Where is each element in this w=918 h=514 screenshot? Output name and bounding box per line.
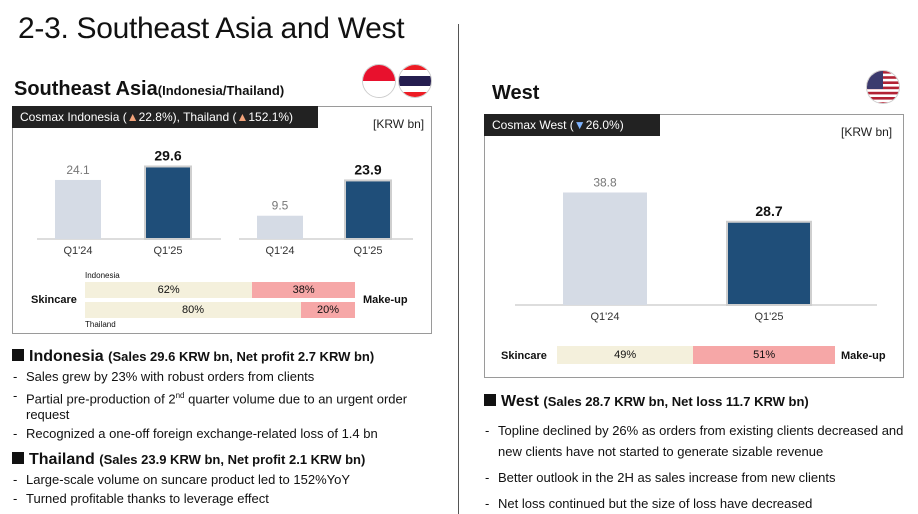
bar-q125 [344, 179, 392, 240]
down-arrow-icon: ▼ [573, 118, 586, 132]
tick-label: Q1'24 [265, 245, 294, 257]
mix-label-skincare: Skincare [31, 294, 77, 306]
sea-chart-header: Cosmax Indonesia (▲22.8%), Thailand (▲15… [12, 106, 318, 128]
thailand-flag-icon [398, 64, 432, 98]
indonesia-makeup-share: 38% [252, 282, 355, 298]
page-title: 2-3. Southeast Asia and West [18, 12, 405, 45]
bar-q124 [257, 215, 303, 239]
bar-q125 [144, 165, 192, 240]
sea-section-title: Southeast Asia(Indonesia/Thailand) [14, 78, 284, 101]
tick-label: Q1'24 [590, 311, 619, 323]
thailand-makeup-share: 20% [301, 302, 355, 318]
us-flag-icon [866, 70, 900, 104]
tick-label: Q1'25 [353, 245, 382, 257]
data-label: 29.6 [154, 147, 181, 163]
west-chart-header: Cosmax West (▼26.0%) [484, 114, 660, 136]
indonesia-skincare-share: 62% [85, 282, 253, 298]
tick-label: Q1'24 [63, 245, 92, 257]
west-section-title: West [492, 82, 540, 104]
west-mix-bar: 49% 51% [557, 346, 835, 364]
list-item: Better outlook in the 2H as sales increa… [484, 467, 904, 488]
west-bullets: Topline declined by 26% as orders from e… [484, 420, 904, 514]
list-item: Recognized a one-off foreign exchange-re… [12, 426, 432, 442]
list-item: Partial pre-production of 2nd quarter vo… [12, 388, 432, 423]
thailand-heading: Thailand (Sales 23.9 KRW bn, Net profit … [12, 451, 365, 469]
west-bar-chart: 38.8 Q1'24 28.7 Q1'25 [515, 175, 877, 323]
square-bullet-icon [12, 452, 24, 464]
mix-label-skincare: Skincare [501, 350, 547, 362]
sea-title-text: Southeast Asia [14, 78, 158, 100]
mix-country-indonesia: Indonesia [85, 271, 120, 280]
indonesia-flag-icon [362, 64, 396, 98]
list-item: Net loss continued but the size of loss … [484, 493, 904, 514]
list-item: Topline declined by 26% as orders from e… [484, 420, 904, 462]
bar-q124 [563, 192, 647, 305]
section-divider [458, 24, 459, 514]
indonesia-mix-bar: 62% 38% [85, 282, 355, 298]
square-bullet-icon [12, 349, 24, 361]
mix-country-thailand: Thailand [85, 320, 116, 329]
up-arrow-icon: ▲ [126, 110, 139, 124]
thailand-bullets: Large-scale volume on suncare product le… [12, 472, 432, 507]
list-item: Large-scale volume on suncare product le… [12, 472, 432, 488]
data-label: 28.7 [755, 203, 782, 219]
data-label: 23.9 [354, 161, 381, 177]
tick-label: Q1'25 [754, 311, 783, 323]
west-unit-label: [KRW bn] [841, 125, 893, 139]
tick-label: Q1'25 [153, 245, 182, 257]
west-heading: West (Sales 28.7 KRW bn, Net loss 11.7 K… [484, 393, 809, 411]
sea-unit-label: [KRW bn] [373, 117, 425, 131]
thailand-skincare-share: 80% [85, 302, 301, 318]
west-chart-box: Cosmax West (▼26.0%) [KRW bn] 38.8 Q1'24 2… [484, 114, 904, 378]
list-item: Sales grew by 23% with robust orders fro… [12, 369, 432, 385]
up-arrow-icon: ▲ [236, 110, 249, 124]
mix-label-makeup: Make-up [841, 350, 886, 362]
sea-bar-chart: 24.1 Q1'24 29.6 Q1'25 9.5 Q1'24 23.9 Q1'25 [37, 147, 413, 257]
indonesia-heading: Indonesia (Sales 29.6 KRW bn, Net profit… [12, 348, 374, 366]
sea-chart-box: Cosmax Indonesia (▲22.8%), Thailand (▲15… [12, 106, 432, 334]
data-label: 9.5 [272, 199, 289, 213]
data-label: 38.8 [593, 175, 617, 189]
square-bullet-icon [484, 394, 496, 406]
thailand-mix-bar: 80% 20% [85, 302, 355, 318]
indonesia-bullets: Sales grew by 23% with robust orders fro… [12, 369, 432, 442]
bar-q124 [55, 179, 101, 239]
sea-title-sub: (Indonesia/Thailand) [157, 83, 285, 98]
west-skincare-share: 49% [557, 346, 694, 364]
list-item: Turned profitable thanks to leverage eff… [12, 491, 432, 507]
bar-q125 [726, 220, 812, 306]
west-makeup-share: 51% [693, 346, 835, 364]
mix-label-makeup: Make-up [363, 294, 408, 306]
data-label: 24.1 [66, 163, 90, 177]
